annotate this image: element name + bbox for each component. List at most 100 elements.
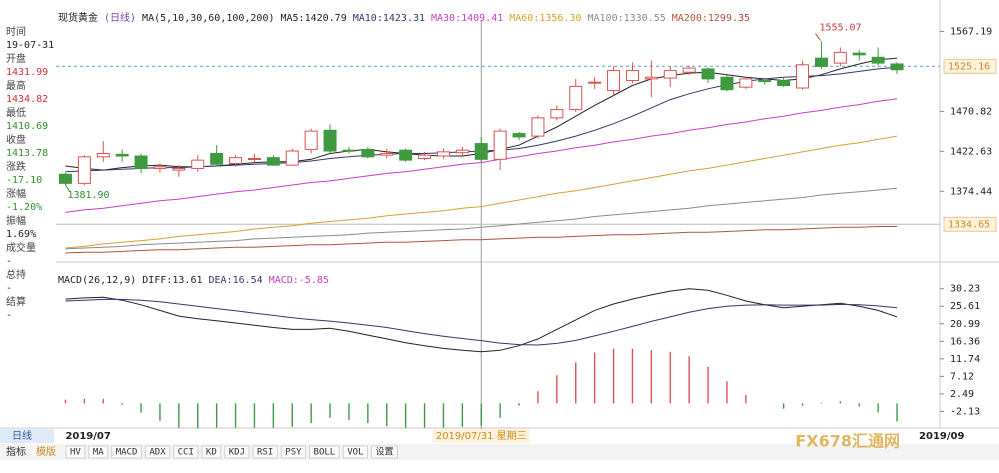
sidebar-value: - bbox=[6, 283, 12, 294]
toolbar-item[interactable]: ADX bbox=[149, 448, 166, 458]
sidebar-value: -17.10 bbox=[6, 175, 42, 186]
sidebar-label: 成交量 bbox=[6, 241, 36, 254]
toolbar-item[interactable]: KD bbox=[206, 448, 217, 458]
y-tick-label: 16.36 bbox=[950, 336, 980, 347]
sidebar-label: 开盘 bbox=[6, 52, 26, 65]
candle-body bbox=[758, 80, 772, 83]
candle-body bbox=[77, 156, 91, 184]
toolbar-item-bg[interactable] bbox=[252, 445, 278, 459]
toolbar-item-bg[interactable] bbox=[173, 445, 199, 459]
candle-body bbox=[304, 130, 318, 150]
sidebar-label: 时间 bbox=[6, 25, 26, 38]
y-tick-label: 1567.19 bbox=[950, 26, 992, 37]
candle-body bbox=[890, 63, 904, 71]
candle-body bbox=[796, 64, 810, 89]
candle-body bbox=[285, 150, 299, 166]
sidebar-value: 1431.99 bbox=[6, 67, 48, 78]
ma-line bbox=[65, 226, 897, 254]
watermark: FX678汇通网 bbox=[795, 432, 900, 451]
sidebar-value: 1434.82 bbox=[6, 94, 48, 105]
sidebar-value: -1.20% bbox=[6, 202, 42, 213]
toolbar-item-bg[interactable] bbox=[224, 445, 250, 459]
annotation-arrow bbox=[65, 184, 70, 192]
toolbar-item[interactable]: 设置 bbox=[376, 447, 394, 458]
sidebar-bg bbox=[0, 24, 55, 322]
candle-body bbox=[247, 157, 261, 160]
toolbar-item-bg[interactable] bbox=[144, 445, 171, 459]
toolbar-item[interactable]: KDJ bbox=[229, 448, 245, 458]
sidebar-value: - bbox=[6, 310, 12, 321]
toolbar-item[interactable]: PSY bbox=[285, 448, 302, 458]
ma-line bbox=[65, 98, 898, 213]
toolbar-item-bg[interactable] bbox=[88, 445, 109, 459]
candle-body bbox=[115, 153, 129, 157]
toolbar-tab[interactable]: 指标 bbox=[6, 445, 26, 458]
y-tick-label: 30.23 bbox=[950, 284, 980, 295]
toolbar-tab[interactable]: 模版 bbox=[36, 445, 56, 458]
y-tick-label: 1470.82 bbox=[950, 106, 992, 117]
toolbar-item-bg[interactable] bbox=[111, 445, 142, 459]
macd-line bbox=[65, 298, 898, 346]
candle-body bbox=[644, 76, 658, 80]
y-tick-label: 20.99 bbox=[950, 319, 980, 330]
legend-entry: MACD:-5.85 bbox=[269, 275, 329, 286]
legend-entry: DEA:16.54 bbox=[209, 275, 263, 286]
toolbar-bg bbox=[0, 444, 999, 460]
sidebar-label: 结算 bbox=[6, 295, 26, 308]
toolbar-item[interactable]: MA bbox=[93, 448, 104, 458]
toolbar-item[interactable]: BOLL bbox=[314, 448, 336, 458]
candle-body bbox=[814, 57, 828, 67]
candle-body bbox=[720, 76, 734, 91]
toolbar-item-bg[interactable] bbox=[201, 445, 222, 459]
candle-body bbox=[153, 166, 167, 169]
toolbar-item-bg[interactable] bbox=[342, 445, 368, 459]
candle-body bbox=[550, 109, 564, 119]
candle-body bbox=[229, 157, 243, 164]
candle-body bbox=[493, 130, 507, 160]
candle-body bbox=[380, 153, 394, 156]
candle-body bbox=[210, 153, 224, 165]
legend-entry: MA10:1423.31 bbox=[353, 13, 425, 24]
y-tick-label: 11.74 bbox=[950, 354, 980, 365]
sidebar-value: 1.69% bbox=[6, 229, 36, 240]
candle-body bbox=[418, 154, 432, 159]
sidebar-value: 1410.69 bbox=[6, 121, 48, 132]
price-tag-bg bbox=[943, 58, 997, 74]
toolbar-item[interactable]: RSI bbox=[257, 448, 273, 458]
legend-entry: MA200:1299.35 bbox=[672, 13, 750, 24]
x-tick-label-bg bbox=[432, 429, 530, 443]
candle-body bbox=[172, 167, 186, 171]
toolbar-item-bg[interactable] bbox=[309, 445, 340, 459]
toolbar-item[interactable]: MACD bbox=[116, 448, 138, 458]
candle-body bbox=[455, 149, 469, 154]
candle-body bbox=[474, 143, 488, 160]
chart-subtitle: (日线) bbox=[104, 11, 136, 24]
toolbar-item[interactable]: CCI bbox=[178, 448, 194, 458]
annotation-arrow bbox=[815, 33, 821, 41]
toolbar-item[interactable]: HV bbox=[70, 448, 81, 458]
toolbar-item[interactable]: VOL bbox=[347, 448, 363, 458]
chart-title: 现货黄金 bbox=[58, 11, 98, 24]
period-tab-bg[interactable] bbox=[0, 429, 54, 443]
x-tick-label: 2019/07/31 星期三 bbox=[436, 430, 527, 442]
x-tick-label: 2019/07 bbox=[65, 431, 110, 442]
candle-body bbox=[871, 56, 885, 64]
candle-body bbox=[512, 133, 526, 138]
sidebar-label: 最低 bbox=[6, 106, 26, 119]
candle-body bbox=[96, 153, 110, 158]
candle-body bbox=[323, 129, 337, 152]
ma-line bbox=[65, 187, 898, 250]
toolbar-item-bg[interactable] bbox=[65, 445, 86, 459]
candle-body bbox=[588, 81, 602, 84]
candle-body bbox=[833, 51, 847, 64]
candle-body bbox=[682, 67, 696, 73]
annotation: 1555.07 bbox=[819, 23, 861, 34]
candle-body bbox=[701, 68, 715, 80]
toolbar-item-bg[interactable] bbox=[371, 445, 399, 459]
toolbar-item-bg[interactable] bbox=[280, 445, 307, 459]
legend-entry: MA5:1420.79 bbox=[281, 13, 347, 24]
period-tab[interactable]: 日线 bbox=[12, 429, 32, 442]
candle-body bbox=[625, 70, 639, 82]
candle-body bbox=[191, 159, 205, 169]
